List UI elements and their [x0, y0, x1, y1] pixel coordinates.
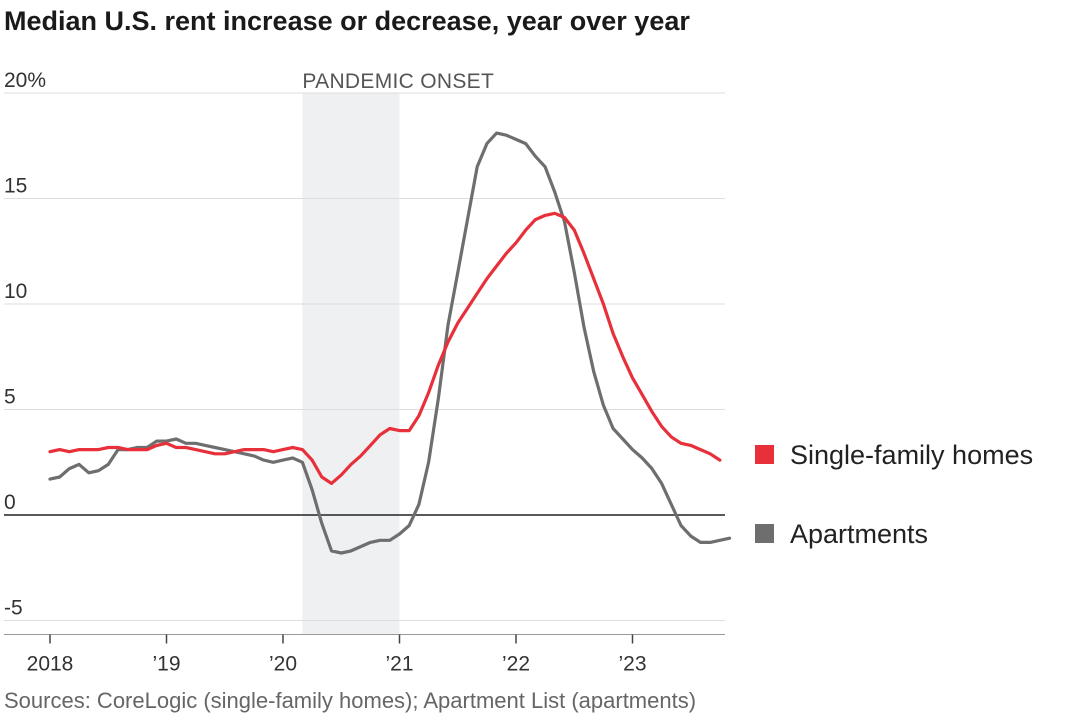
axis-layer: 20% 15 10 5 0 -5 2018 ’19 ’20 ’21 ’22 ’23	[4, 69, 725, 676]
series-line-apartments	[48, 131, 732, 555]
line-chart: PANDEMIC ONSET 20% 15 10 5 0 -5 2018 ’19 ’20 ’21 ’…	[4, 69, 1033, 676]
y-tick-label: 15	[4, 175, 27, 198]
gridlines	[4, 92, 725, 621]
y-tick-label: 0	[4, 491, 16, 514]
legend: Single-family homes Apartments	[755, 440, 1033, 549]
x-tick-label: ’20	[269, 653, 297, 676]
y-tick-label: 5	[4, 386, 16, 409]
y-tick-label: -5	[4, 597, 23, 620]
shaded-region-label: PANDEMIC ONSET	[302, 70, 494, 93]
legend-swatch	[755, 524, 774, 543]
source-note: Sources: CoreLogic (single-family homes)…	[4, 688, 697, 713]
legend-label: Apartments	[790, 519, 928, 549]
x-tick-label: 2018	[27, 653, 74, 676]
shaded-region-layer: PANDEMIC ONSET	[302, 70, 494, 635]
series-layer	[48, 131, 732, 555]
y-tick-label: 10	[4, 280, 27, 303]
legend-swatch	[755, 445, 774, 464]
x-tick-label: ’23	[618, 653, 646, 676]
legend-label: Single-family homes	[790, 440, 1033, 470]
x-tick-label: ’21	[385, 653, 413, 676]
x-tick-label: ’19	[152, 653, 180, 676]
pandemic-shaded-region	[302, 93, 400, 635]
series-line-single-family-homes	[48, 211, 722, 485]
y-tick-label: 20%	[4, 69, 46, 92]
chart-title: Median U.S. rent increase or decrease, y…	[4, 6, 690, 36]
x-tick-label: ’22	[502, 653, 530, 676]
